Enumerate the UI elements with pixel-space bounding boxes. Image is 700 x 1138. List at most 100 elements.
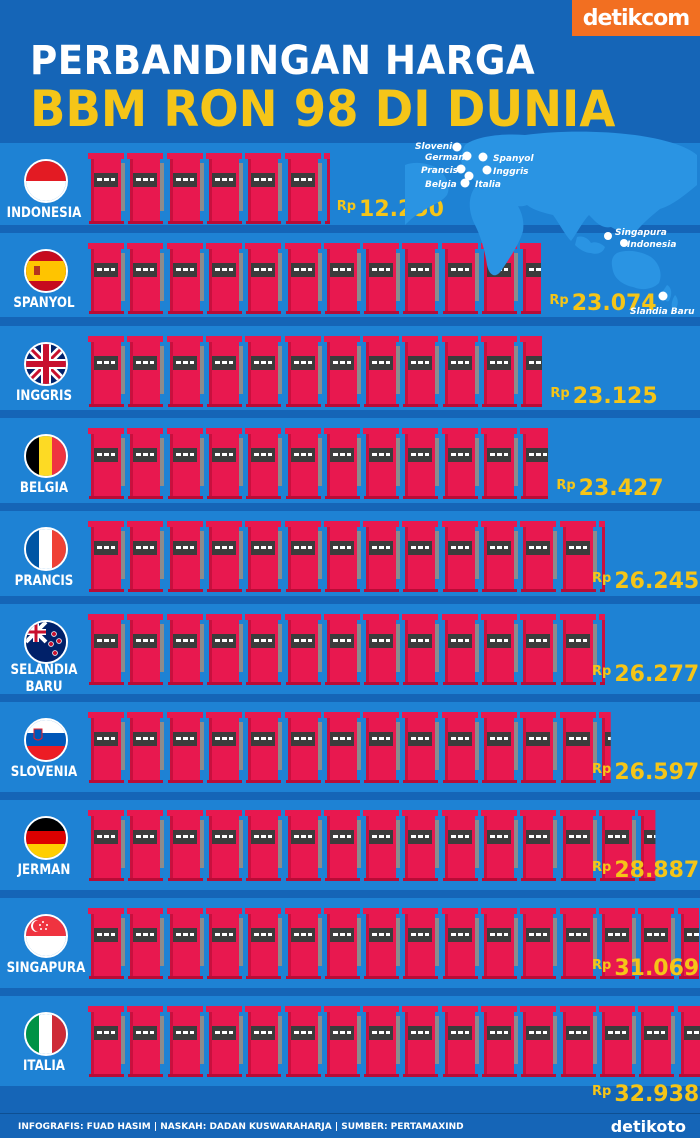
title-line-1: PERBANDINGAN HARGA bbox=[30, 38, 536, 84]
fuel-pump-icon bbox=[245, 336, 283, 407]
flag-italy-icon bbox=[24, 1012, 68, 1056]
fuel-pump-icon bbox=[88, 428, 125, 499]
map-label-slandia-baru: Slandia Baru bbox=[630, 307, 695, 317]
value-label: Rp 26.597 bbox=[592, 760, 699, 785]
fuel-pump-icon bbox=[598, 810, 636, 881]
map-label-prancis: Prancis bbox=[421, 166, 459, 176]
price-value: 26.245 bbox=[614, 569, 700, 594]
fuel-pump-icon bbox=[441, 243, 479, 314]
fuel-pump-icon bbox=[127, 1006, 165, 1077]
fuel-pump-icon bbox=[402, 908, 440, 979]
fuel-pump-icon bbox=[402, 336, 440, 407]
fuel-pump-icon bbox=[127, 908, 165, 979]
fuel-pump-icon bbox=[481, 1006, 518, 1077]
fuel-pump-icon bbox=[284, 153, 322, 224]
fuel-pump-icon bbox=[284, 428, 322, 499]
country-label: INGGRIS bbox=[7, 388, 82, 405]
currency-prefix: Rp bbox=[592, 860, 612, 875]
fuel-pump-icon bbox=[284, 614, 322, 685]
currency-prefix: Rp bbox=[592, 571, 612, 586]
map-label-italia: Italia bbox=[475, 180, 501, 190]
fuel-pump-icon bbox=[166, 336, 204, 407]
map-markers bbox=[452, 142, 668, 301]
fuel-pump-icon bbox=[559, 712, 597, 783]
fuel-pump-icon bbox=[127, 810, 165, 881]
chart-row: SPANYOL Rp 23.074 bbox=[0, 233, 700, 323]
fuel-pump-icon bbox=[441, 908, 479, 979]
fuel-pump-icon bbox=[245, 614, 283, 685]
fuel-pump-icon bbox=[323, 712, 361, 783]
map-label-indonesia: Indonesia bbox=[627, 240, 676, 250]
fuel-pump-icon bbox=[205, 810, 243, 881]
fuel-pump-icon bbox=[284, 810, 322, 881]
fuel-pump-icon bbox=[284, 336, 322, 407]
fuel-pump-icon bbox=[441, 336, 479, 407]
title-line-2: BBM RON 98 DI DUNIA bbox=[30, 80, 616, 138]
fuel-pump-icon bbox=[363, 243, 401, 314]
fuel-pump-icon bbox=[323, 908, 361, 979]
fuel-pump-icon bbox=[245, 428, 283, 499]
bar-inggris bbox=[88, 334, 543, 408]
country-label: ITALIA bbox=[7, 1058, 82, 1075]
fuel-pump-icon bbox=[245, 521, 283, 592]
fuel-pump-icon bbox=[363, 521, 401, 592]
country-label-line: BARU bbox=[25, 679, 63, 695]
fuel-pump-icon bbox=[481, 614, 518, 685]
bar-selandia-baru bbox=[88, 612, 605, 686]
fuel-pump-icon bbox=[677, 908, 699, 979]
fuel-pump-icon bbox=[245, 153, 283, 224]
fuel-pump-icon bbox=[402, 712, 440, 783]
fuel-pump-icon bbox=[520, 614, 558, 685]
fuel-pump-icon bbox=[205, 1006, 243, 1077]
world-map-land bbox=[405, 131, 697, 311]
chart-row: BELGIA Rp 23.427 bbox=[0, 418, 700, 509]
fuel-pump-icon bbox=[441, 810, 479, 881]
currency-prefix: Rp bbox=[592, 958, 612, 973]
value-label: Rp 28.887 bbox=[592, 858, 699, 883]
fuel-pump-icon bbox=[677, 1006, 700, 1077]
fuel-pump-icon bbox=[166, 243, 204, 314]
fuel-pump-icon bbox=[88, 810, 125, 881]
map-label-german: German bbox=[425, 153, 465, 163]
value-label: Rp 32.938 bbox=[592, 1082, 699, 1107]
fuel-pump-icon bbox=[481, 336, 518, 407]
fuel-pump-icon bbox=[520, 810, 558, 881]
fuel-pump-icon bbox=[481, 428, 518, 499]
bar-jerman bbox=[88, 808, 656, 882]
fuel-pump-icon bbox=[441, 521, 479, 592]
currency-prefix: Rp bbox=[592, 664, 612, 679]
fuel-pump-icon bbox=[598, 1006, 636, 1077]
fuel-pump-icon bbox=[598, 712, 611, 783]
value-label: Rp 23.427 bbox=[556, 476, 663, 501]
fuel-pump-icon bbox=[323, 521, 361, 592]
fuel-pump-icon bbox=[284, 243, 322, 314]
country-label: SPANYOL bbox=[7, 295, 82, 312]
fuel-pump-icon bbox=[638, 908, 676, 979]
fuel-pump-icon bbox=[284, 712, 322, 783]
flag-france-icon bbox=[24, 527, 68, 571]
country-label-line: SINGAPURA bbox=[6, 960, 86, 976]
fuel-pump-icon bbox=[245, 810, 283, 881]
fuel-pump-icon bbox=[205, 243, 243, 314]
fuel-pump-icon bbox=[481, 521, 518, 592]
map-label-belgia: Belgia bbox=[425, 180, 457, 190]
fuel-pump-icon bbox=[245, 908, 283, 979]
flag-singapore-icon bbox=[24, 914, 68, 958]
fuel-pump-icon bbox=[441, 428, 479, 499]
bar-indonesia bbox=[88, 151, 330, 225]
fuel-pump-icon bbox=[284, 521, 322, 592]
map-label-inggris: Inggris bbox=[493, 167, 529, 177]
fuel-pump-icon bbox=[402, 428, 440, 499]
fuel-pump-icon bbox=[88, 243, 125, 314]
fuel-pump-icon bbox=[166, 1006, 204, 1077]
fuel-pump-icon bbox=[481, 908, 518, 979]
fuel-pump-icon bbox=[520, 428, 549, 499]
fuel-pump-icon bbox=[88, 908, 125, 979]
fuel-pump-icon bbox=[598, 521, 605, 592]
fuel-pump-icon bbox=[363, 614, 401, 685]
map-labels: Slovenia German Spanyol Prancis Inggris … bbox=[415, 142, 695, 317]
fuel-pump-icon bbox=[127, 521, 165, 592]
fuel-pump-icon bbox=[520, 712, 558, 783]
fuel-pump-icon bbox=[520, 243, 542, 314]
